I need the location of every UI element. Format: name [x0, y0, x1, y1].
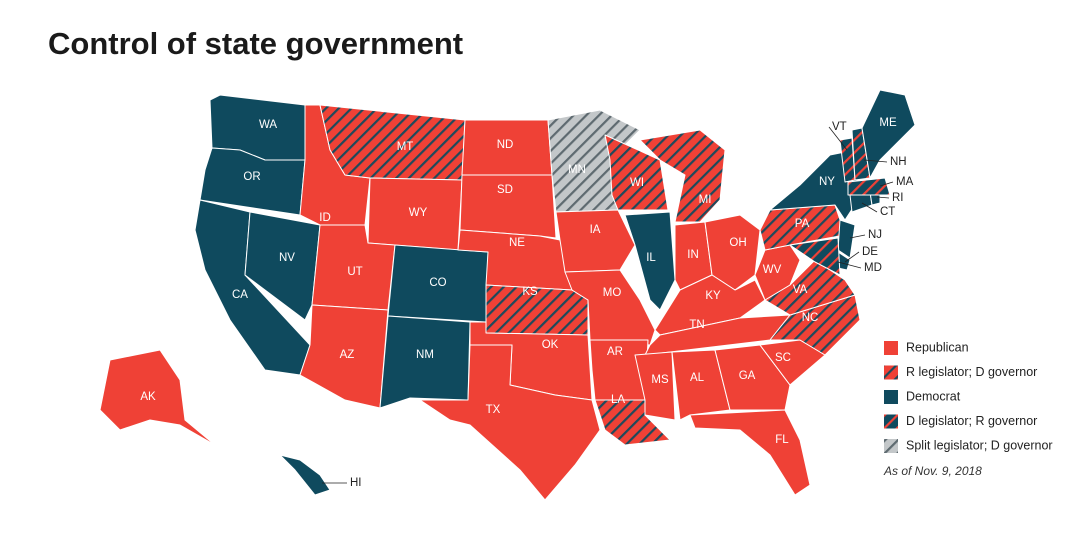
state-label: MA: [896, 176, 914, 188]
state: [634, 351, 676, 421]
legend-swatch: [884, 390, 898, 404]
state-label: CT: [880, 206, 895, 218]
state-label: NJ: [868, 229, 882, 241]
state: [459, 174, 557, 239]
state-label: FL: [775, 434, 789, 446]
us-map: WA OR CA NV ID MT WY UT CO AZ NM ND SD NE KS OK TX MN IA MO…: [99, 89, 916, 501]
state: [861, 89, 916, 179]
note: As of Nov. 9, 2018: [883, 464, 982, 478]
state-label: NH: [890, 156, 907, 168]
legend-label: Split legislator; D governor: [906, 438, 1053, 452]
state: [847, 177, 891, 196]
state-label: AK: [140, 391, 156, 403]
state: [419, 344, 601, 501]
state-label: AZ: [340, 349, 355, 361]
leader-line: [828, 126, 848, 151]
state-label: GA: [739, 370, 756, 382]
state: [689, 409, 811, 496]
state-label: MI: [699, 194, 712, 206]
state-label: NM: [416, 349, 434, 361]
state-label: CA: [232, 289, 248, 301]
state-label: UT: [347, 266, 362, 278]
state-label: NE: [509, 237, 525, 249]
state-label: NV: [279, 252, 295, 264]
state-label: TN: [689, 319, 704, 331]
legend-swatch: [884, 365, 898, 380]
legend-label: Republican: [906, 340, 969, 354]
state-label: NC: [802, 312, 819, 324]
state: [837, 219, 856, 259]
state-label: IL: [646, 252, 656, 264]
state-label: PA: [795, 218, 810, 230]
state: [671, 349, 731, 421]
leader-line: [876, 196, 890, 199]
state-label: DE: [862, 246, 878, 258]
state: [624, 211, 676, 311]
state: [555, 209, 636, 273]
state-label: MD: [864, 262, 882, 274]
state-label: KS: [522, 286, 538, 298]
state-label: VT: [832, 121, 847, 133]
legend-swatch: [884, 414, 898, 429]
state-label: IN: [687, 249, 699, 261]
state-label: WV: [763, 264, 782, 276]
state-label: OK: [542, 339, 559, 351]
state: [299, 304, 389, 409]
state-label: ND: [497, 139, 514, 151]
state-label: MN: [568, 164, 586, 176]
state-label: TX: [486, 404, 501, 416]
state-label: NY: [819, 176, 835, 188]
state-label: RI: [892, 192, 904, 204]
leader-line: [861, 202, 878, 213]
state-label: OR: [243, 171, 260, 183]
state-label: CO: [429, 277, 446, 289]
legend-swatch: [884, 439, 898, 453]
legend-label: R legislator; D governor: [906, 365, 1037, 379]
state-label: LA: [611, 394, 625, 406]
state-label: HI: [350, 477, 362, 489]
leader-line: [849, 234, 866, 239]
legend-swatch: [884, 341, 898, 355]
legend-label: D legislator; R governor: [906, 414, 1037, 428]
state: [379, 315, 471, 409]
legend: Republican R legislator; D governor Democr…: [884, 340, 1053, 453]
state: [279, 454, 331, 496]
state-label: KY: [705, 290, 721, 302]
state: [714, 344, 791, 411]
state: [99, 349, 216, 446]
leader-line: [879, 181, 894, 187]
leader-line: [837, 261, 862, 269]
state-label: SD: [497, 184, 513, 196]
state-label: MS: [651, 374, 669, 386]
legend-label: Democrat: [906, 389, 961, 403]
state-label: SC: [775, 352, 791, 364]
state-label: OH: [729, 237, 746, 249]
state-label: AR: [607, 346, 623, 358]
state-label: MO: [603, 287, 622, 299]
state-label: VA: [793, 284, 808, 296]
state: [244, 211, 321, 321]
state-label: AL: [690, 372, 705, 384]
state-label: WI: [630, 177, 644, 189]
state-label: ME: [879, 117, 897, 129]
state-label: IA: [590, 224, 601, 236]
state-label: WY: [409, 207, 428, 219]
leader-line: [863, 159, 888, 163]
state-label: MT: [397, 141, 414, 153]
state-label: WA: [259, 119, 277, 131]
state-label: ID: [319, 212, 331, 224]
state: [319, 104, 466, 181]
leader-line: [844, 251, 860, 263]
title: Control of state government: [48, 26, 463, 61]
state: [789, 237, 841, 276]
